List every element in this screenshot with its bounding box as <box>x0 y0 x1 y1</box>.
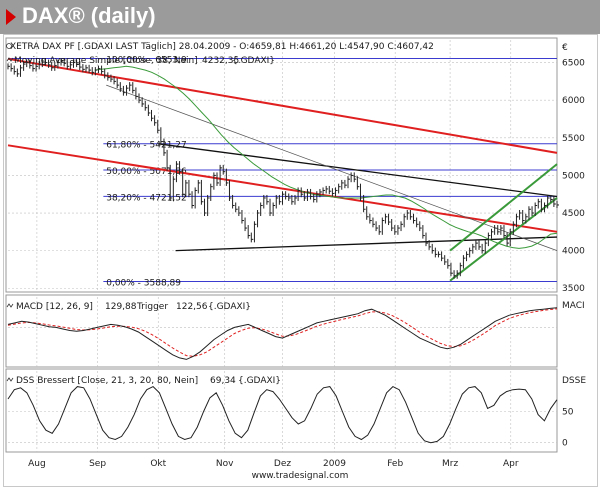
price-tick-label: 6500 <box>562 59 585 69</box>
price-tick-label: 3500 <box>562 284 585 294</box>
dss-tick-label: 50 <box>562 408 574 418</box>
month-tick-label: Okt <box>150 459 166 469</box>
month-tick-label: 2009 <box>323 459 346 469</box>
price-tick-label: 5000 <box>562 171 585 181</box>
ma-symbol: {.GDAXI} <box>232 56 275 66</box>
price-tick-label: 4500 <box>562 209 585 219</box>
dss-symbol: {.GDAXI} <box>238 376 281 386</box>
ma-series-icon <box>6 57 14 62</box>
macd-axis-label: MACI <box>562 301 585 311</box>
fib-label: 61,80% - 5421,27 <box>106 141 187 151</box>
price-tick-label: 6000 <box>562 96 585 106</box>
fib-label: 50,00% - 5071,86 <box>106 167 187 177</box>
macd-value: 129,88 <box>105 302 137 312</box>
month-tick-label: Sep <box>89 459 106 469</box>
dss-value: 69,34 <box>210 376 236 386</box>
black-trendline-lower <box>175 236 558 252</box>
dss-series-icon <box>6 377 14 382</box>
green-channel-lower <box>449 197 558 282</box>
macd-panel-border <box>5 294 558 368</box>
macd-trigger-line <box>7 308 558 357</box>
macd-line <box>7 307 558 360</box>
dss-axis-label: DSSE <box>562 376 586 386</box>
dss-label: DSS Bressert [Close, 21, 3, 20, 80, Nein… <box>16 376 198 386</box>
macd-series-icon <box>6 303 14 308</box>
macd-symbol: {.GDAXI} <box>208 302 251 312</box>
price-panel-border <box>5 37 558 293</box>
ma-label: Moving Average Simple [Close, 38, Nein] <box>14 56 198 66</box>
price-panel-icon <box>6 43 12 49</box>
dss-panel-border <box>5 368 558 453</box>
month-tick-label: Apr <box>503 459 519 469</box>
red-trendline-lower <box>7 144 558 233</box>
price-tick-label: 5500 <box>562 134 585 144</box>
macd-trigger-label: Trigger <box>136 302 168 312</box>
fib-label: 38,20% - 4721,52 <box>106 193 187 203</box>
month-tick-label: Dez <box>274 459 291 469</box>
dss-line <box>7 385 558 444</box>
fib-label: 100,00% - 6553,9 <box>106 56 187 66</box>
chart-title: DAX® (daily) <box>22 3 156 28</box>
month-tick-label: Nov <box>216 459 234 469</box>
price-header: XETRA DAX PF [.GDAXI LAST Täglich] 28.04… <box>10 42 434 52</box>
price-tick-label: 4000 <box>562 247 585 257</box>
grey-trendline <box>106 84 558 252</box>
macd-label: MACD [12, 26, 9] <box>16 302 93 312</box>
dss-tick-label: 0 <box>562 439 568 449</box>
ma-value: 4232,35 <box>202 56 239 66</box>
month-tick-label: Mrz <box>442 459 458 469</box>
macd-trigger-value: 122,56 <box>176 302 208 312</box>
month-tick-label: Feb <box>387 459 403 469</box>
red-arrow-icon <box>6 9 16 25</box>
title-bar: DAX® (daily) <box>0 0 600 34</box>
black-trendline-upper <box>158 143 558 198</box>
fib-label: 0,00% - 3588,89 <box>106 279 181 289</box>
watermark-text: www.tradesignal.com <box>252 471 349 481</box>
month-tick-label: Aug <box>28 459 46 469</box>
green-channel-upper <box>449 163 558 252</box>
ma38-line <box>94 65 558 249</box>
currency-label: € <box>562 43 568 53</box>
red-trendline-upper <box>7 57 558 154</box>
